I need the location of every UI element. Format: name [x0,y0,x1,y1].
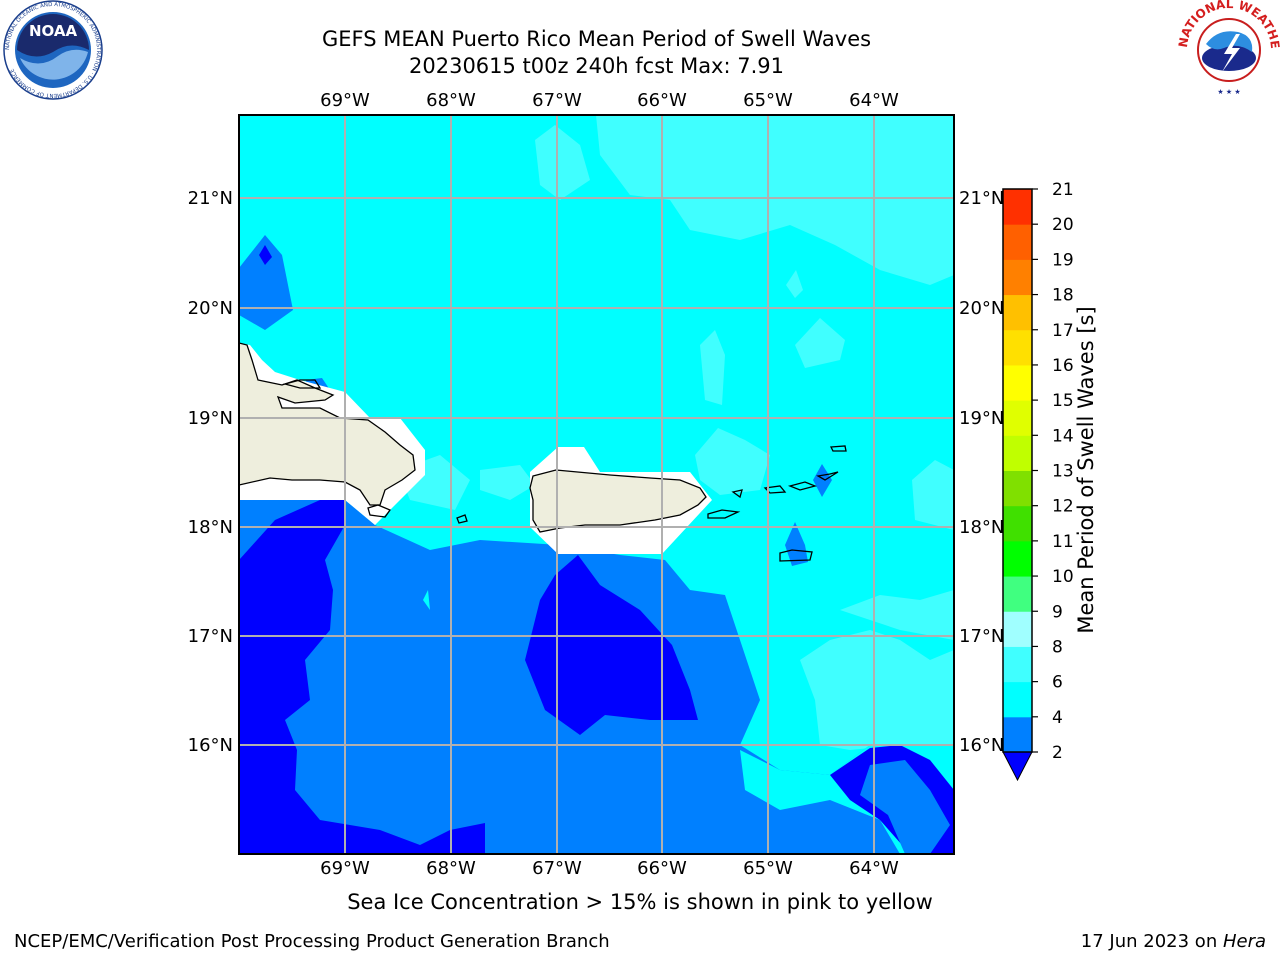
colorbar-tick-label: 12 [1052,497,1074,517]
lat-label: 17°N [959,626,1004,647]
lon-label: 68°W [426,858,476,879]
colorbar-segment [1003,716,1032,753]
swell-period-field-6-8 [398,115,954,837]
svg-text:★ ★ ★: ★ ★ ★ [1217,88,1240,96]
sea-ice-note: Sea Ice Concentration > 15% is shown in … [347,890,933,914]
colorbar-segment [1003,224,1032,260]
lat-label: 20°N [959,298,1004,319]
colorbar-tick-label: 18 [1052,286,1074,306]
colorbar-segment [1003,259,1032,296]
lon-label: 64°W [849,90,899,111]
map-frame [238,114,955,855]
colorbar-tick-label: 14 [1052,426,1074,446]
colorbar-segment [1003,294,1032,331]
lon-label: 66°W [637,858,687,879]
map-plot-area [239,115,954,854]
colorbar-segment [1003,329,1032,366]
colorbar-extend-arrow [1002,751,1033,782]
land-mask [239,343,712,554]
colorbar-segment [1003,611,1032,647]
colorbar-tick-label: 13 [1052,462,1074,482]
graticule [239,115,954,854]
chart-title-line1: GEFS MEAN Puerto Rico Mean Period of Swe… [321,27,872,51]
lat-label: 21°N [959,188,1004,209]
colorbar-tick-label: 4 [1052,708,1063,728]
colorbar-segment [1003,470,1032,507]
lon-label: 67°W [532,90,582,111]
lat-labels-left: 21°N 20°N 19°N 18°N 17°N 16°N [188,188,233,756]
nws-logo-icon: NATIONAL WEATHER SERVICE ★ ★ ★ [1178,0,1280,96]
lat-label: 18°N [959,517,1004,538]
lon-label: 65°W [743,858,793,879]
colorbar-tick-label: 2 [1052,743,1063,763]
lat-label: 16°N [188,735,233,756]
lon-labels-top: 69°W 68°W 67°W 66°W 65°W 64°W [320,90,899,111]
colorbar-tick-label: 11 [1052,532,1074,552]
colorbar-tick-label: 6 [1052,673,1063,693]
lon-label: 69°W [320,858,370,879]
footer-credit: NCEP/EMC/Verification Post Processing Pr… [14,931,610,952]
colorbar-tick-label: 10 [1052,567,1074,587]
lat-label: 17°N [188,626,233,647]
colorbar-tick-label: 16 [1052,356,1074,376]
lon-label: 69°W [320,90,370,111]
lat-label: 20°N [188,298,233,319]
lon-labels-bottom: 69°W 68°W 67°W 66°W 65°W 64°W [320,858,899,879]
colorbar-segment [1003,505,1032,542]
colorbar-segment [1003,540,1032,577]
colorbar-tick-label: 15 [1052,391,1074,411]
lat-label: 19°N [959,408,1004,429]
lat-label: 18°N [188,517,233,538]
footer-date: 17 Jun 2023 on Hera [1081,931,1266,952]
colorbar-segment [1003,364,1032,401]
lon-label: 68°W [426,90,476,111]
colorbar-segment [1003,400,1032,436]
lon-label: 67°W [532,858,582,879]
colorbar-tick-label: 8 [1052,637,1063,657]
colorbar-label: Mean Period of Swell Waves [s] [1074,306,1098,634]
footer-machine: Hera [1222,931,1266,952]
colorbar-tick-label: 19 [1052,250,1074,270]
lon-label: 65°W [743,90,793,111]
lat-label: 21°N [188,188,233,209]
footer-date-text: 17 Jun 2023 on [1080,931,1223,952]
coastlines [239,342,847,562]
lat-label: 19°N [188,408,233,429]
noaa-logo-text: NOAA [29,22,78,40]
colorbar-tick-label: 20 [1052,215,1074,235]
colorbar-segment [1003,646,1032,683]
colorbar-segment [1003,681,1032,718]
colorbar-segment [1003,189,1032,225]
colorbar-segment [1003,576,1032,612]
lat-labels-right: 21°N 20°N 19°N 18°N 17°N 16°N [959,188,1004,756]
colorbar: 2 4 6 8 9 10 11 12 13 14 15 16 17 18 19 20 21 [1002,180,1074,782]
chart-title-line2: 20230615 t00z 240h fcst Max: 7.91 [409,54,784,78]
lon-label: 64°W [849,858,899,879]
colorbar-segment [1003,435,1032,471]
colorbar-tick-label: 21 [1052,180,1074,200]
colorbar-tick-label: 9 [1052,602,1063,622]
colorbar-tick-label: 17 [1052,321,1074,341]
lon-label: 66°W [637,90,687,111]
lat-label: 16°N [959,735,1004,756]
noaa-logo-icon: NOAA NATIONAL OCEANIC AND ATMOSPHERIC AD… [3,0,103,100]
